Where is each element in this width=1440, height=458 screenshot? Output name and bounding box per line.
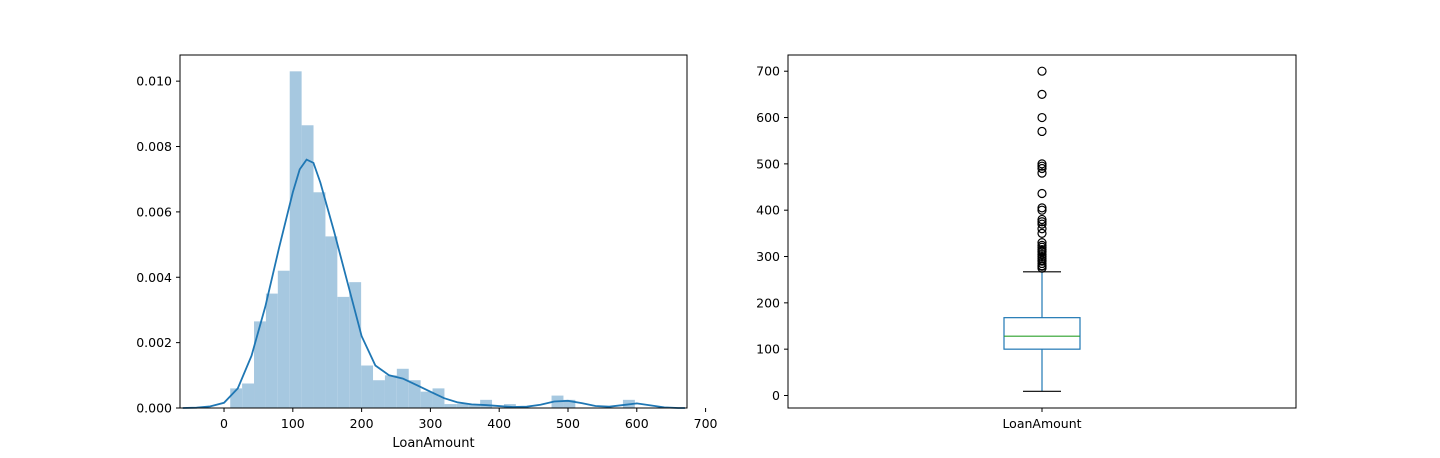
histogram-bar <box>563 399 576 408</box>
histogram-bar <box>361 365 374 408</box>
histogram-y-tick-label: 0.004 <box>136 270 172 285</box>
histogram-bars <box>230 71 635 409</box>
histogram-chart: 0 100 200 300 400 500 600 700 0.0000.0020.0040.… <box>136 54 718 451</box>
boxplot-y-tick-label: 700 <box>756 64 780 79</box>
boxplot-outlier <box>1037 112 1047 123</box>
boxplot-box <box>1003 317 1081 350</box>
boxplot-y-ticks: 0 100 200 300 400 500 600 700 <box>756 64 788 403</box>
histogram-y-tick-label: 0.000 <box>136 401 172 416</box>
histogram-bar <box>468 404 481 408</box>
histogram-bar <box>242 383 255 408</box>
histogram-frame <box>179 54 688 409</box>
boxplot-chart: 0 100 200 300 400 500 600 700 LoanAmount <box>756 54 1297 431</box>
boxplot-outlier <box>1037 163 1047 174</box>
histogram-bar <box>289 71 302 408</box>
histogram-bar <box>373 380 385 408</box>
boxplot-y-tick-label: 100 <box>756 342 780 357</box>
boxplot-outlier <box>1037 258 1047 269</box>
histogram-y-tick-label: 0.010 <box>136 74 172 89</box>
histogram-bar <box>396 368 409 408</box>
boxplot-outlier <box>1037 214 1047 225</box>
boxplot-y-tick-label: 300 <box>756 249 780 264</box>
histogram-bar <box>254 321 266 408</box>
histogram-y-tick-label: 0.002 <box>136 335 172 350</box>
histogram-bar <box>337 296 350 408</box>
boxplot-outlier <box>1037 159 1047 169</box>
boxplot-y-tick-label: 0 <box>772 388 780 403</box>
boxplot-outlier <box>1037 66 1047 76</box>
boxplot-y-tick-label: 600 <box>756 110 780 125</box>
histogram-x-tick-label: 100 <box>281 416 305 431</box>
boxplot-y-tick-label: 200 <box>756 295 780 310</box>
histogram-bar <box>432 388 445 408</box>
histogram-bar <box>480 399 493 408</box>
histogram-bar <box>408 380 421 408</box>
boxplot-outlier <box>1037 238 1047 248</box>
kde-curve <box>182 158 685 409</box>
boxplot-x-tick-label: LoanAmount <box>1002 416 1081 431</box>
histogram-bar <box>301 125 314 409</box>
histogram-x-tick-label: 200 <box>350 416 374 431</box>
boxplot-y-tick-label: 400 <box>756 203 780 218</box>
histogram-bar <box>456 404 469 408</box>
histogram-bar <box>420 391 433 408</box>
boxplot-outlier <box>1037 228 1047 238</box>
histogram-x-tick-label: 400 <box>487 416 511 431</box>
histogram-bar <box>384 375 397 408</box>
boxplot-y-tick-label: 500 <box>756 156 780 171</box>
boxplot-frame <box>787 54 1297 409</box>
boxplot-outlier <box>1037 224 1047 234</box>
histogram-y-ticks: 0.000 0.002 0.004 0.006 0.008 0.010 <box>136 74 180 416</box>
histogram-bar <box>277 270 290 408</box>
histogram-bar <box>230 388 243 408</box>
boxplot-outlier <box>1037 244 1047 255</box>
histogram-x-tick-label: 0 <box>220 416 228 431</box>
boxplot-outliers <box>1037 66 1047 273</box>
histogram-bar <box>325 236 338 408</box>
boxplot-outlier <box>1037 168 1047 178</box>
histogram-x-axis-label: LoanAmount <box>392 436 474 451</box>
histogram-y-tick-label: 0.008 <box>136 139 172 154</box>
histogram-bar <box>444 404 457 408</box>
histogram-x-ticks: 0 100 200 300 400 500 600 700 <box>220 408 718 431</box>
histogram-bar <box>265 293 278 408</box>
boxplot-outlier <box>1037 240 1047 250</box>
histogram-x-tick-label: 300 <box>418 416 442 431</box>
boxplot-outlier <box>1037 188 1047 199</box>
boxplot-outlier <box>1037 89 1047 99</box>
boxplot-outlier <box>1037 219 1047 229</box>
boxplot-outlier <box>1037 161 1047 171</box>
boxplot-outlier <box>1037 126 1047 137</box>
histogram-bar <box>313 192 326 408</box>
boxplot-outlier <box>1037 203 1047 213</box>
histogram-y-tick-label: 0.006 <box>136 204 172 219</box>
histogram-x-tick-label: 500 <box>556 416 580 431</box>
histogram-x-tick-label: 600 <box>625 416 649 431</box>
histogram-x-tick-label: 700 <box>694 416 718 431</box>
histogram-bar <box>349 282 362 408</box>
boxplot-outlier <box>1037 205 1047 215</box>
boxplot-outlier <box>1037 217 1047 227</box>
boxplot-x-ticks: LoanAmount <box>1002 408 1082 431</box>
boxplot-elements <box>1003 271 1081 392</box>
